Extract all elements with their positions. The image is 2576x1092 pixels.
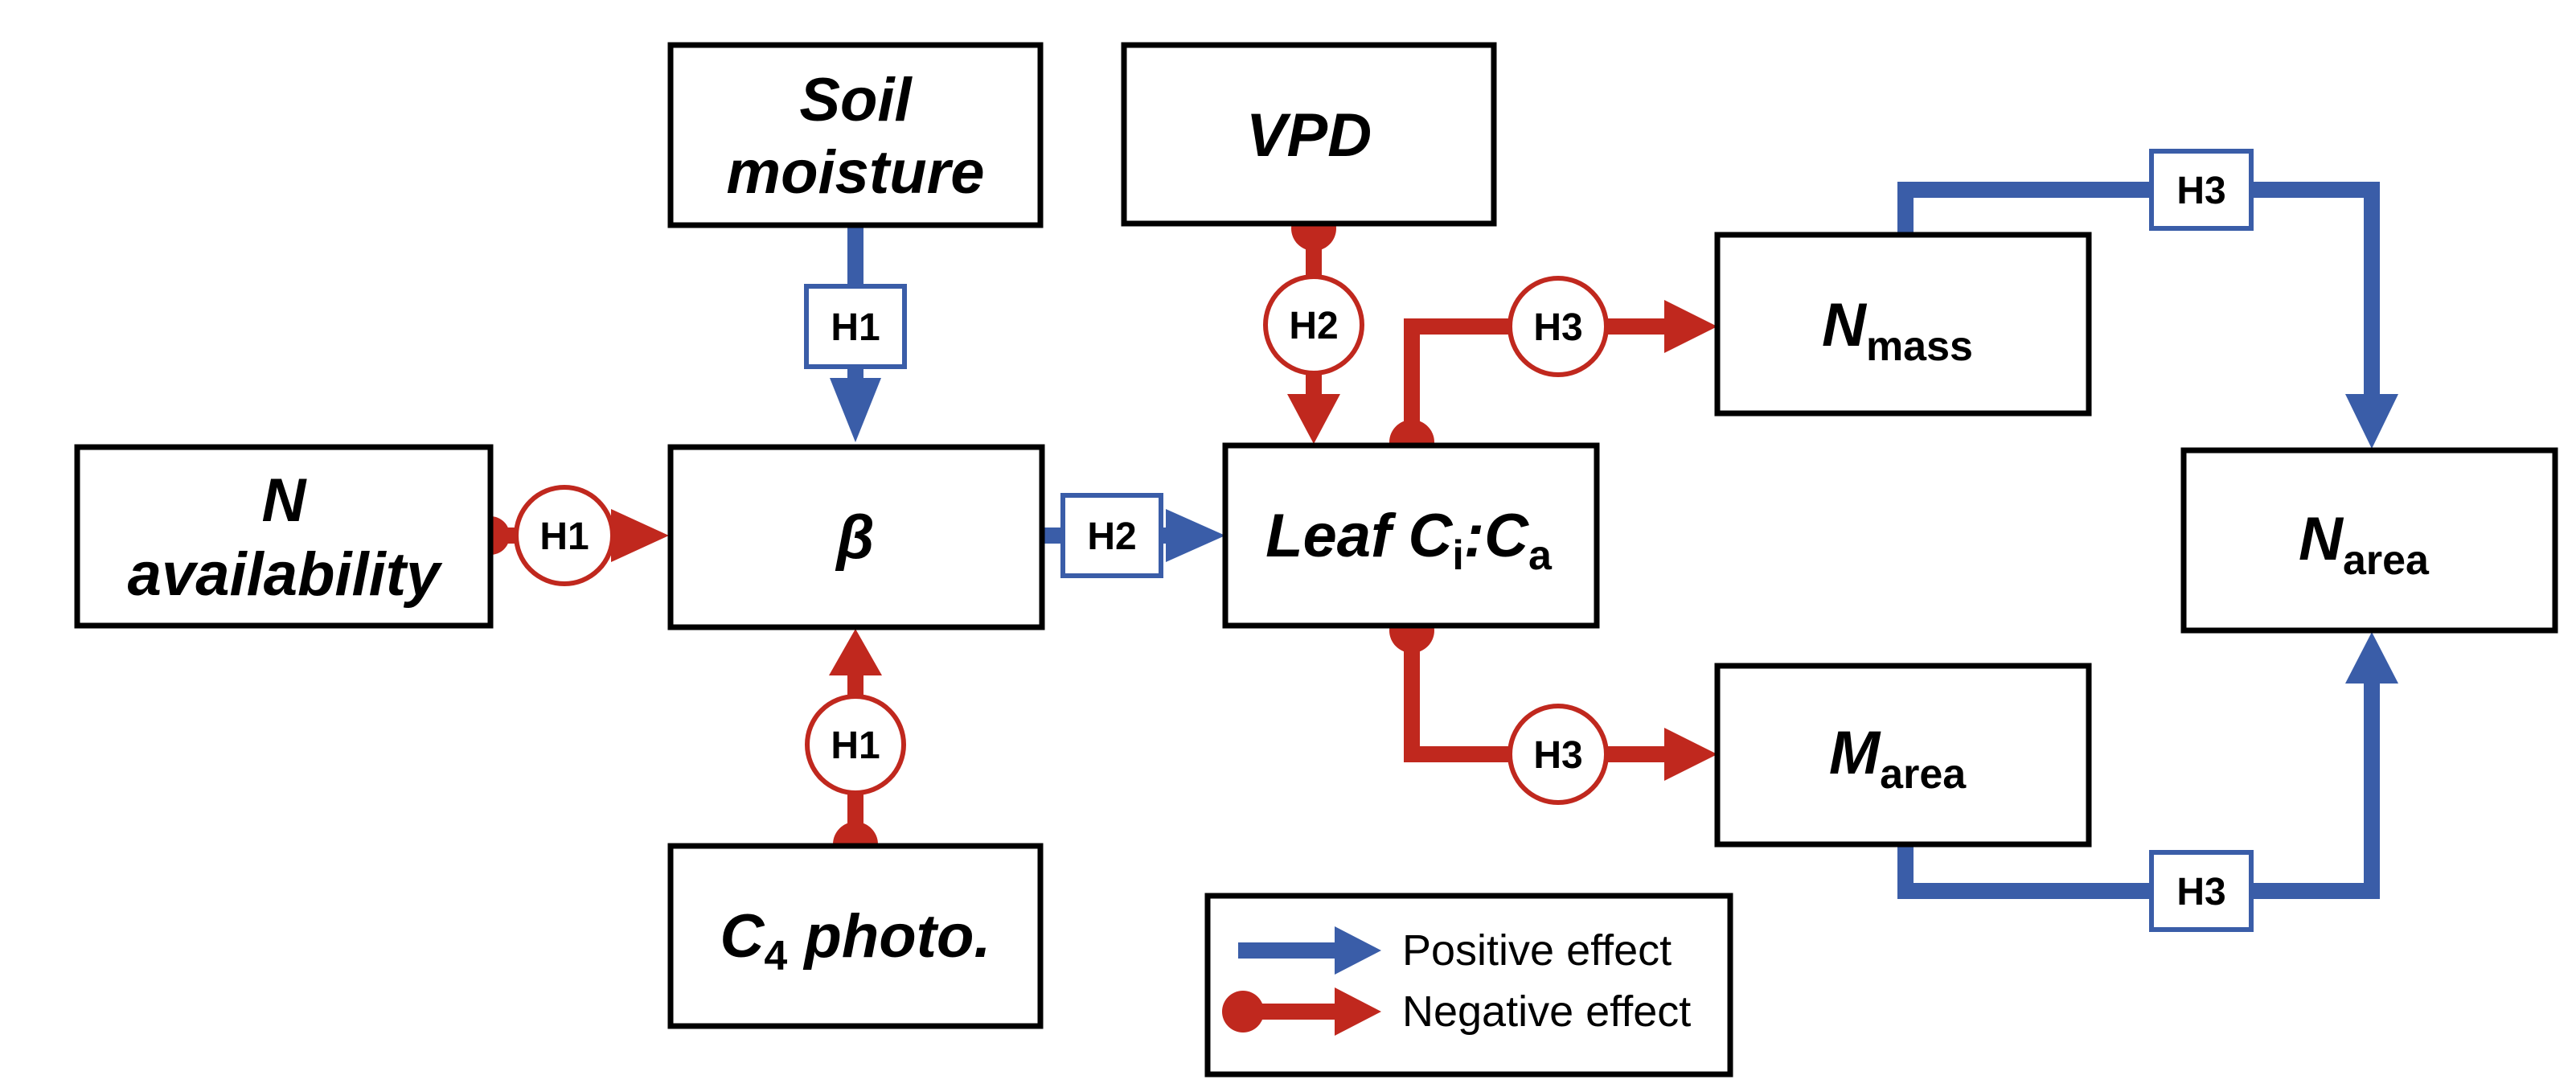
- edge-nmass-to-narea: [1897, 182, 2398, 449]
- leaf-sub-i: i: [1452, 532, 1463, 579]
- badge-marea-narea-h3-label: H3: [2176, 871, 2225, 913]
- legend-positive-label: Positive effect: [1402, 926, 1672, 975]
- node-beta: β: [667, 444, 1045, 630]
- node-n-area: Narea: [2180, 447, 2558, 634]
- n-mass-main: N: [1822, 291, 1868, 359]
- leaf-ci-ca-label: Leaf Ci:Ca: [1265, 502, 1553, 579]
- n-mass-label: Nmass: [1822, 291, 1973, 370]
- n-availability-line1: N: [262, 466, 308, 535]
- badge-navail-h1-label: H1: [539, 515, 589, 558]
- badge-vpd-h2: H2: [1263, 274, 1364, 376]
- c4-main: C: [720, 902, 765, 971]
- badge-c4-h1: H1: [805, 694, 906, 795]
- vpd-label: VPD: [1246, 101, 1372, 170]
- badge-navail-h1: H1: [514, 485, 615, 586]
- badge-vpd-h2-label: H2: [1289, 305, 1338, 347]
- badge-soil-h1-label: H1: [831, 306, 880, 349]
- badge-leaf-nmass-h3-label: H3: [1533, 306, 1582, 349]
- c4-photo-label: C4 photo.: [720, 902, 991, 979]
- n-availability-line2: availability: [128, 540, 443, 609]
- node-n-availability: N availability: [74, 444, 494, 629]
- badge-nmass-narea-h3-label: H3: [2176, 170, 2225, 212]
- node-soil-moisture: Soil moisture: [667, 42, 1044, 228]
- legend-positive-arrow: [1238, 926, 1381, 975]
- soil-moisture-line2: moisture: [727, 138, 985, 207]
- c4-sub: 4: [764, 933, 787, 979]
- beta-label: β: [835, 503, 874, 572]
- c4-rest: photo.: [787, 902, 991, 971]
- n-mass-sub: mass: [1866, 323, 1973, 370]
- legend-negative-label: Negative effect: [1402, 987, 1691, 1036]
- node-leaf-ci-ca: Leaf Ci:Ca: [1222, 442, 1600, 629]
- n-area-sub: area: [2343, 537, 2430, 584]
- n-area-main: N: [2299, 505, 2344, 573]
- soil-moisture-line1: Soil: [799, 66, 913, 134]
- node-c4-photo: C4 photo.: [667, 843, 1044, 1029]
- leaf-main: Leaf C: [1265, 502, 1453, 570]
- legend: Positive effect Negative effect: [1204, 893, 1733, 1078]
- badge-marea-narea-h3: H3: [2149, 850, 2254, 932]
- badge-beta-h2: H2: [1060, 493, 1163, 578]
- node-vpd: VPD: [1121, 42, 1497, 227]
- badge-leaf-marea-h3: H3: [1507, 704, 1609, 805]
- n-area-label: Narea: [2299, 505, 2430, 584]
- node-n-mass: Nmass: [1714, 232, 2092, 417]
- badge-soil-h1: H1: [804, 284, 907, 369]
- node-m-area: Marea: [1714, 663, 2092, 848]
- m-area-main: M: [1829, 719, 1881, 787]
- m-area-label: Marea: [1829, 719, 1967, 798]
- legend-negative-arrow: [1222, 987, 1381, 1036]
- badge-leaf-marea-h3-label: H3: [1533, 734, 1582, 777]
- edge-marea-to-narea: [1897, 632, 2398, 899]
- leaf-sub-a: a: [1528, 532, 1553, 579]
- badge-beta-h2-label: H2: [1087, 515, 1136, 558]
- badge-c4-h1-label: H1: [831, 725, 880, 767]
- leaf-mid: :C: [1464, 502, 1529, 570]
- m-area-sub: area: [1880, 751, 1967, 798]
- badge-nmass-narea-h3: H3: [2149, 149, 2254, 231]
- badge-leaf-nmass-h3: H3: [1507, 276, 1609, 377]
